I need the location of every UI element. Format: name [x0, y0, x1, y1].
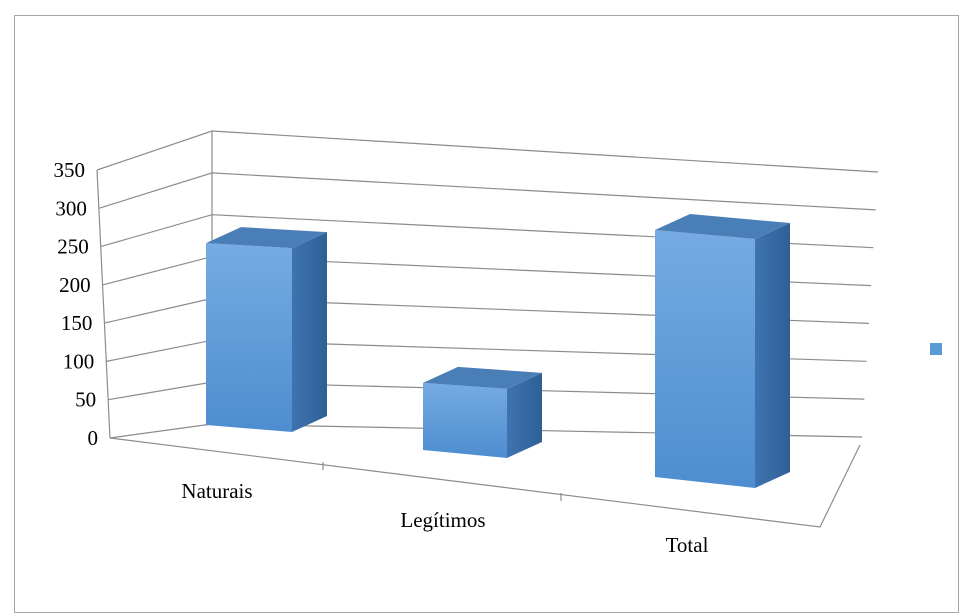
bar-front-face — [423, 382, 507, 458]
bar-side-face — [507, 372, 542, 458]
x-category-label: Legítimos — [400, 508, 485, 532]
gridline — [96, 130, 879, 173]
bars — [206, 214, 790, 488]
legend-swatch — [930, 343, 942, 355]
gridline — [100, 214, 874, 249]
gridline — [98, 172, 876, 211]
bar-naturais — [206, 227, 327, 432]
bar-total — [655, 214, 790, 488]
y-tick-label: 300 — [55, 196, 87, 220]
chart-area — [14, 15, 959, 613]
legend — [930, 343, 942, 355]
bar-front-face — [655, 230, 755, 488]
bar-front-face — [206, 243, 292, 432]
y-axis-tick-labels: 0 50 100 150 200 250 300 350 — [54, 158, 99, 450]
bar-legítimos — [423, 366, 542, 458]
x-axis-category-labels: Naturais Legítimos Total — [181, 479, 708, 557]
bar-top-face — [655, 214, 790, 239]
bar-top-face — [423, 366, 542, 389]
x-category-label: Naturais — [181, 479, 252, 503]
y-tick-label: 100 — [63, 349, 95, 373]
y-tick-label: 200 — [59, 273, 91, 297]
x-category-label: Total — [666, 533, 709, 557]
floor-edge — [109, 437, 861, 528]
y-tick-label: 250 — [57, 235, 89, 259]
bar-top-face — [206, 227, 327, 249]
y-tick-label: 50 — [75, 388, 96, 412]
y-tick-label: 150 — [61, 311, 93, 335]
y-tick-label: 350 — [54, 158, 86, 182]
y-tick-label: 0 — [88, 426, 99, 450]
left-wall-front-edge — [96, 169, 111, 439]
bar-side-face — [292, 232, 327, 432]
bar-side-face — [755, 223, 790, 488]
